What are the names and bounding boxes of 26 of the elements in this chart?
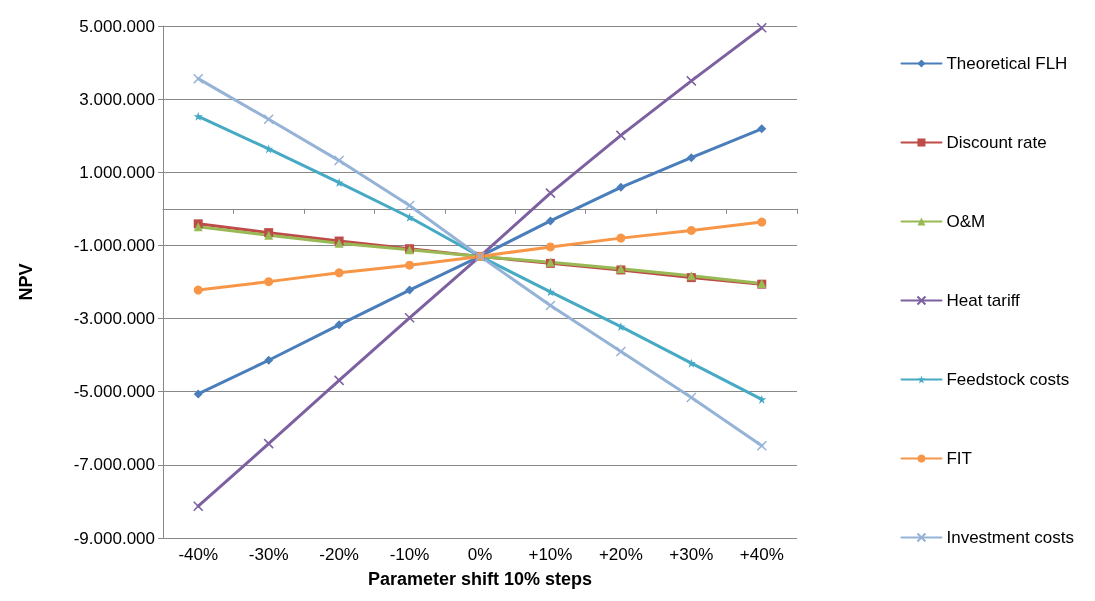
y-tick-label: 5.000.000 <box>79 16 155 36</box>
y-tick-label: -1.000.000 <box>73 235 155 255</box>
x-tick-label: +10% <box>528 545 573 564</box>
legend-label: Feedstock costs <box>946 370 1070 389</box>
x-tick-label: -30% <box>248 545 289 564</box>
y-tick-label: 1.000.000 <box>79 162 155 182</box>
x-tick-label: +30% <box>669 545 714 564</box>
x-tick-label: -40% <box>178 545 219 564</box>
y-tick-label: -3.000.000 <box>73 309 155 329</box>
x-tick-label: +40% <box>739 545 784 564</box>
legend-label: O&M <box>946 212 986 231</box>
legend-label: Discount rate <box>946 133 1047 152</box>
legend-label: Investment costs <box>946 528 1075 547</box>
legend-label: Heat tariff <box>946 291 1021 310</box>
x-axis-title: Parameter shift 10% steps <box>367 569 593 589</box>
legend-label: FIT <box>946 449 972 468</box>
legend-label: Theoretical FLH <box>946 54 1068 73</box>
y-tick-label: -9.000.000 <box>73 528 155 548</box>
y-tick-label: -7.000.000 <box>73 455 155 475</box>
y-axis-title: NPV <box>16 263 36 301</box>
x-tick-label: -10% <box>389 545 430 564</box>
y-tick-label: 3.000.000 <box>79 89 155 109</box>
x-tick-label: -20% <box>319 545 359 564</box>
x-tick-label: 0% <box>467 545 493 564</box>
x-tick-label: +20% <box>598 545 643 564</box>
y-tick-label: -5.000.000 <box>73 382 155 402</box>
